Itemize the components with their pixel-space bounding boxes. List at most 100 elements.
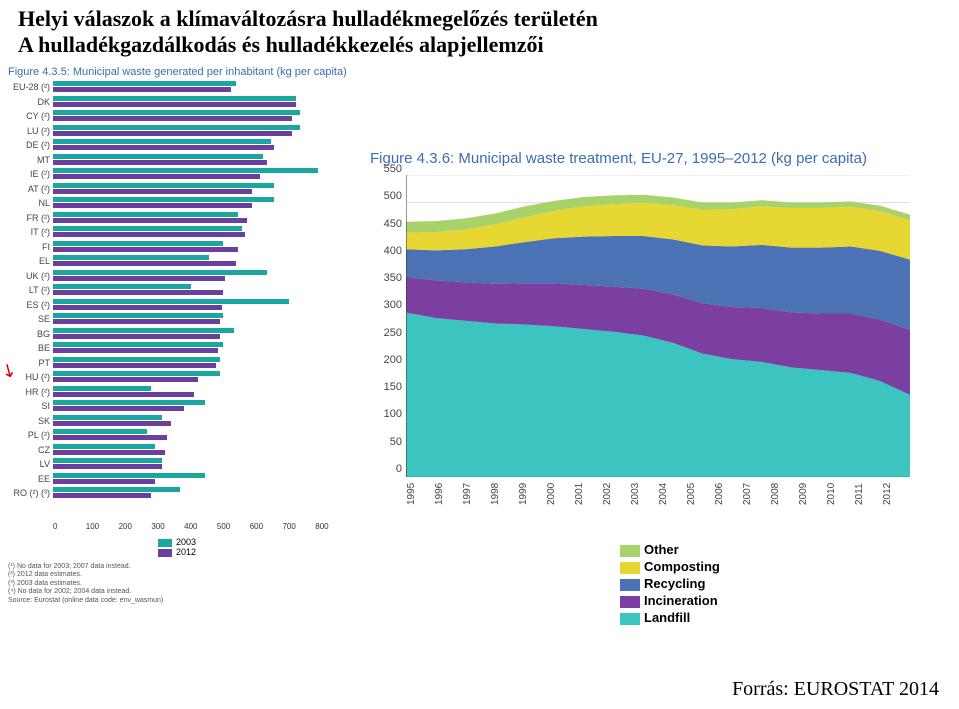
bar-row: MT: [8, 153, 348, 168]
bar-2003: [53, 212, 238, 217]
area-chart-legend: Other Composting Recycling Incineration Land…: [620, 540, 720, 627]
bar-2003: [53, 473, 205, 478]
bar-country-label: IT (²): [8, 227, 53, 237]
bar-country-label: IE (²): [8, 169, 53, 179]
area-chart-y-axis: 050100150200250300350400450500550: [372, 169, 402, 475]
bar-country-label: DE (²): [8, 140, 53, 150]
legend-swatch: [620, 613, 640, 625]
legend-swatch-2012: [158, 549, 172, 557]
bar-country-label: ES (²): [8, 300, 53, 310]
bar-2003: [53, 342, 223, 347]
bar-2003: [53, 96, 296, 101]
bar-2003: [53, 415, 162, 420]
area-chart-caption: Figure 4.3.6: Municipal waste treatment,…: [370, 150, 925, 167]
bar-country-label: UK (²): [8, 271, 53, 281]
bar-row: BG: [8, 327, 348, 342]
bar-2003: [53, 284, 191, 289]
bar-row: SI: [8, 399, 348, 414]
bar-country-label: AT (²): [8, 184, 53, 194]
bar-country-label: PL (²): [8, 430, 53, 440]
bar-row: FI: [8, 240, 348, 255]
bar-2012: [53, 479, 155, 484]
bar-row: UK (²): [8, 269, 348, 284]
bar-2003: [53, 458, 162, 463]
bar-2012: [53, 290, 223, 295]
bar-row: CY (²): [8, 109, 348, 124]
legend-item: Incineration: [620, 593, 720, 608]
bar-row: EE: [8, 472, 348, 487]
bar-row: LT (²): [8, 283, 348, 298]
bar-2012: [53, 348, 218, 353]
bar-row: LV: [8, 457, 348, 472]
bar-2012: [53, 189, 252, 194]
bar-row: ES (²): [8, 298, 348, 313]
bar-2003: [53, 81, 236, 86]
legend-item: Composting: [620, 559, 720, 574]
legend-item: Landfill: [620, 610, 720, 625]
bar-country-label: MT: [8, 155, 53, 165]
bar-row: DK: [8, 95, 348, 110]
bar-2012: [53, 145, 274, 150]
bar-2003: [53, 255, 209, 260]
bar-row: BE: [8, 341, 348, 356]
bar-2003: [53, 241, 223, 246]
bar-2012: [53, 160, 267, 165]
bar-row: IE (²): [8, 167, 348, 182]
legend-swatch: [620, 562, 640, 574]
bar-row: RO (²) (³): [8, 486, 348, 501]
bar-row: AT (²): [8, 182, 348, 197]
bar-2003: [53, 429, 147, 434]
bar-2003: [53, 270, 267, 275]
bar-country-label: HR (²): [8, 387, 53, 397]
bar-chart-caption: Figure 4.3.5: Municipal waste generated …: [8, 66, 348, 78]
bar-row: LU (²): [8, 124, 348, 139]
legend-swatch: [620, 545, 640, 557]
bar-country-label: SE: [8, 314, 53, 324]
bar-chart: EU-28 (²) DK CY (²) LU (²) DE (²) MT IE (²) AT …: [8, 80, 348, 520]
legend-item: Other: [620, 542, 720, 557]
bar-row: EU-28 (²): [8, 80, 348, 95]
bar-2003: [53, 139, 271, 144]
bar-2012: [53, 261, 236, 266]
bar-country-label: LV: [8, 459, 53, 469]
bar-2003: [53, 110, 300, 115]
bar-2003: [53, 313, 223, 318]
bar-row: NL: [8, 196, 348, 211]
bar-row: FR (²): [8, 211, 348, 226]
legend-swatch-2003: [158, 539, 172, 547]
bar-2012: [53, 116, 292, 121]
bar-2003: [53, 197, 274, 202]
bar-2012: [53, 319, 220, 324]
bar-2003: [53, 154, 263, 159]
bar-2012: [53, 363, 216, 368]
bar-2003: [53, 183, 274, 188]
bar-country-label: DK: [8, 97, 53, 107]
bar-2012: [53, 276, 225, 281]
bar-2012: [53, 131, 292, 136]
bar-2012: [53, 218, 247, 223]
bar-2003: [53, 125, 300, 130]
bar-2003: [53, 386, 151, 391]
bar-2012: [53, 377, 198, 382]
bar-2012: [53, 87, 231, 92]
area-chart-panel: Figure 4.3.6: Municipal waste treatment,…: [370, 150, 925, 509]
bar-country-label: SK: [8, 416, 53, 426]
bar-row: SK: [8, 414, 348, 429]
legend-swatch: [620, 596, 640, 608]
bar-2012: [53, 421, 171, 426]
bar-2012: [53, 232, 245, 237]
bar-row: EL: [8, 254, 348, 269]
legend-item: Recycling: [620, 576, 720, 591]
bar-2012: [53, 174, 260, 179]
page-title: Helyi válaszok a klímaváltozásra hulladé…: [0, 0, 959, 59]
bar-row: SE: [8, 312, 348, 327]
bar-2012: [53, 406, 184, 411]
bar-2012: [53, 102, 296, 107]
bar-country-label: LU (²): [8, 126, 53, 136]
bar-2012: [53, 247, 238, 252]
bar-country-label: CY (²): [8, 111, 53, 121]
bar-2012: [53, 334, 220, 339]
bar-2003: [53, 487, 180, 492]
bar-chart-legend: 2003 2012: [158, 537, 348, 557]
bar-country-label: FR (²): [8, 213, 53, 223]
